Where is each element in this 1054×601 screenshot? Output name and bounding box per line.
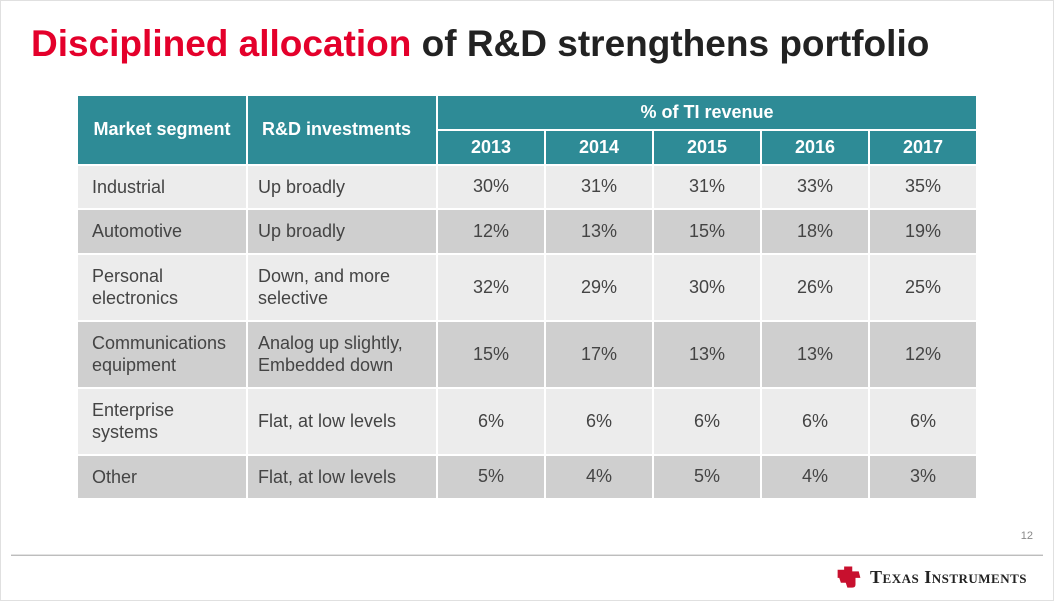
col-header-group-revenue: % of TI revenue xyxy=(437,95,977,130)
table-row: Automotive Up broadly 12% 13% 15% 18% 19… xyxy=(77,209,977,254)
ti-logo-icon xyxy=(836,566,862,588)
cell-value: 4% xyxy=(761,455,869,500)
page-number: 12 xyxy=(1021,530,1033,542)
col-header-segment: Market segment xyxy=(77,95,247,165)
cell-value: 5% xyxy=(437,455,545,500)
footer-divider xyxy=(11,554,1043,556)
col-header-year-3: 2016 xyxy=(761,130,869,165)
cell-value: 15% xyxy=(437,321,545,388)
cell-segment: Other xyxy=(77,455,247,500)
cell-value: 17% xyxy=(545,321,653,388)
cell-value: 19% xyxy=(869,209,977,254)
cell-segment: Enterprise systems xyxy=(77,388,247,455)
cell-value: 33% xyxy=(761,165,869,210)
col-header-invest: R&D investments xyxy=(247,95,437,165)
cell-value: 13% xyxy=(545,209,653,254)
table-row: Industrial Up broadly 30% 31% 31% 33% 35… xyxy=(77,165,977,210)
table-row: Enterprise systems Flat, at low levels 6… xyxy=(77,388,977,455)
cell-value: 12% xyxy=(437,209,545,254)
cell-value: 13% xyxy=(761,321,869,388)
cell-investment: Analog up slightly, Embedded down xyxy=(247,321,437,388)
cell-segment: Industrial xyxy=(77,165,247,210)
cell-value: 15% xyxy=(653,209,761,254)
cell-value: 30% xyxy=(437,165,545,210)
slide: Disciplined allocation of R&D strengthen… xyxy=(0,0,1054,601)
cell-value: 31% xyxy=(545,165,653,210)
cell-value: 4% xyxy=(545,455,653,500)
col-header-year-4: 2017 xyxy=(869,130,977,165)
cell-investment: Up broadly xyxy=(247,165,437,210)
title-black-span: of R&D strengthens portfolio xyxy=(411,23,929,64)
cell-segment: Communications equipment xyxy=(77,321,247,388)
cell-value: 5% xyxy=(653,455,761,500)
cell-investment: Flat, at low levels xyxy=(247,455,437,500)
slide-title: Disciplined allocation of R&D strengthen… xyxy=(31,23,1023,66)
cell-value: 6% xyxy=(869,388,977,455)
cell-value: 18% xyxy=(761,209,869,254)
cell-value: 6% xyxy=(437,388,545,455)
col-header-year-0: 2013 xyxy=(437,130,545,165)
cell-value: 13% xyxy=(653,321,761,388)
table-header-row-1: Market segment R&D investments % of TI r… xyxy=(77,95,977,130)
cell-segment: Automotive xyxy=(77,209,247,254)
cell-value: 6% xyxy=(545,388,653,455)
footer-company-name: Texas Instruments xyxy=(870,567,1027,588)
cell-value: 3% xyxy=(869,455,977,500)
cell-value: 12% xyxy=(869,321,977,388)
revenue-table: Market segment R&D investments % of TI r… xyxy=(76,94,978,501)
col-header-year-2: 2015 xyxy=(653,130,761,165)
table-row: Personal electronics Down, and more sele… xyxy=(77,254,977,321)
cell-investment: Down, and more selective xyxy=(247,254,437,321)
cell-investment: Flat, at low levels xyxy=(247,388,437,455)
cell-value: 26% xyxy=(761,254,869,321)
cell-value: 35% xyxy=(869,165,977,210)
col-header-year-1: 2014 xyxy=(545,130,653,165)
cell-value: 30% xyxy=(653,254,761,321)
cell-segment: Personal electronics xyxy=(77,254,247,321)
cell-value: 25% xyxy=(869,254,977,321)
cell-value: 6% xyxy=(653,388,761,455)
cell-value: 29% xyxy=(545,254,653,321)
footer-logo-block: Texas Instruments xyxy=(836,566,1027,588)
table-row: Other Flat, at low levels 5% 4% 5% 4% 3% xyxy=(77,455,977,500)
cell-investment: Up broadly xyxy=(247,209,437,254)
cell-value: 31% xyxy=(653,165,761,210)
cell-value: 32% xyxy=(437,254,545,321)
title-red-span: Disciplined allocation xyxy=(31,23,411,64)
table-row: Communications equipment Analog up sligh… xyxy=(77,321,977,388)
cell-value: 6% xyxy=(761,388,869,455)
